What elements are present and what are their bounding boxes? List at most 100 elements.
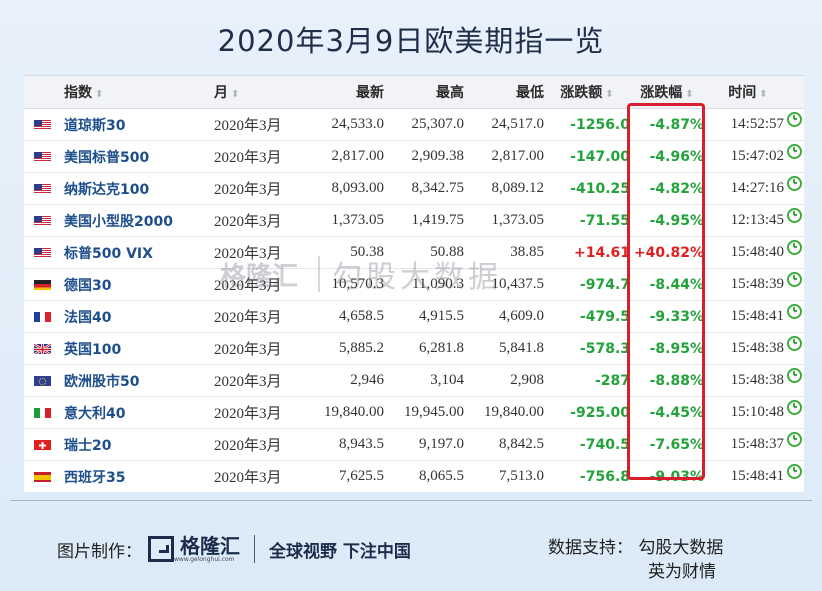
table-row[interactable]: 道琼斯30 2020年3月 24,533.0 25,307.0 24,517.0 -125… (24, 109, 804, 141)
last-cell: 8,093.00 (331, 180, 385, 196)
table-row[interactable]: 标普500 VIX 2020年3月 50.38 50.88 38.85 +14.61 +40… (24, 237, 804, 269)
low-cell: 19,840.00 (484, 404, 544, 420)
change-cell: -925.00 (570, 404, 630, 421)
high-cell: 9,197.0 (419, 436, 464, 452)
change-cell: -740.5 (579, 436, 630, 453)
pct-cell: -4.95% (649, 212, 704, 229)
clock-icon[interactable] (786, 336, 802, 351)
header-last[interactable]: 最新 (356, 85, 384, 101)
month-cell: 2020年3月 (214, 118, 282, 134)
change-cell: -147.00 (570, 148, 630, 165)
flag-eu-icon (34, 375, 51, 386)
month-cell: 2020年3月 (214, 310, 282, 326)
clock-icon[interactable] (786, 112, 802, 127)
index-name-link[interactable]: 意大利40 (64, 405, 126, 422)
month-cell: 2020年3月 (214, 342, 282, 358)
month-cell: 2020年3月 (214, 438, 282, 454)
index-name-link[interactable]: 道琼斯30 (64, 117, 126, 134)
header-high[interactable]: 最高 (436, 85, 464, 101)
clock-icon[interactable] (786, 432, 802, 447)
header-pct[interactable]: 涨跌幅 ⬍ (640, 85, 694, 101)
pct-cell: +40.82% (633, 244, 704, 261)
flag-ch-icon (34, 439, 51, 450)
table-row[interactable]: 美国小型股2000 2020年3月 1,373.05 1,419.75 1,373.05… (24, 205, 804, 237)
pct-cell: -8.95% (649, 340, 704, 357)
futures-table: 指数 ⬍ 月 ⬍ 最新 最高 最低 涨跌额 ⬍ 涨跌幅 ⬍ 时间 ⬍ 道琼斯30 2020年… (24, 75, 804, 493)
low-cell: 10,437.5 (491, 276, 545, 292)
last-cell: 2,946 (350, 372, 384, 388)
last-cell: 1,373.05 (331, 212, 385, 228)
month-cell: 2020年3月 (214, 246, 282, 262)
high-cell: 3,104 (430, 372, 464, 388)
page-title: 2020年3月9日欧美期指一览 (217, 24, 605, 58)
time-cell: 15:48:41 (730, 308, 784, 324)
index-name-link[interactable]: 欧洲股市50 (64, 373, 140, 390)
month-cell: 2020年3月 (214, 470, 282, 486)
clock-icon[interactable] (786, 208, 802, 223)
last-cell: 10,570.3 (331, 276, 385, 292)
table-row[interactable]: 德国30 2020年3月 10,570.3 11,090.3 10,437.5 -974.… (24, 269, 804, 301)
header-change[interactable]: 涨跌额 ⬍ (560, 85, 614, 101)
high-cell: 4,915.5 (419, 308, 464, 324)
month-cell: 2020年3月 (214, 406, 282, 422)
data-source-1: 勾股大数据 (638, 538, 724, 558)
last-cell: 24,533.0 (331, 116, 385, 132)
low-cell: 5,841.8 (499, 340, 544, 356)
flag-us-icon (34, 247, 51, 258)
low-cell: 8,089.12 (491, 180, 545, 196)
index-name-link[interactable]: 瑞士20 (64, 437, 112, 454)
sort-icon[interactable]: ⬍ (605, 89, 614, 100)
high-cell: 8,342.75 (411, 180, 465, 196)
slogan: 全球视野 下注中国 (269, 541, 411, 562)
clock-icon[interactable] (786, 304, 802, 319)
header-month[interactable]: 月 ⬍ (214, 85, 240, 101)
low-cell: 7,513.0 (499, 468, 544, 484)
index-name-link[interactable]: 美国标普500 (64, 149, 150, 166)
flag-uk-icon (34, 343, 51, 354)
pct-cell: -4.96% (649, 148, 704, 165)
clock-icon[interactable] (786, 240, 802, 255)
sort-icon[interactable]: ⬍ (685, 89, 694, 100)
index-name-link[interactable]: 英国100 (64, 341, 122, 358)
pct-cell: -9.03% (649, 468, 704, 485)
table-row[interactable]: 英国100 2020年3月 5,885.2 6,281.8 5,841.8 -578.3 -… (24, 333, 804, 365)
last-cell: 4,658.5 (339, 308, 384, 324)
sort-icon[interactable]: ⬍ (759, 89, 768, 100)
index-name-link[interactable]: 标普500 VIX (64, 245, 153, 262)
index-name-link[interactable]: 法国40 (64, 309, 112, 326)
high-cell: 19,945.00 (404, 404, 464, 420)
clock-icon[interactable] (786, 464, 802, 479)
flag-us-icon (34, 215, 51, 226)
header-low[interactable]: 最低 (516, 85, 544, 101)
clock-icon[interactable] (786, 144, 802, 159)
index-name-link[interactable]: 德国30 (64, 277, 112, 294)
time-cell: 15:48:38 (730, 372, 784, 388)
clock-icon[interactable] (786, 400, 802, 415)
pct-cell: -8.88% (649, 372, 704, 389)
table-row[interactable]: 西班牙35 2020年3月 7,625.5 8,065.5 7,513.0 -756.8 -… (24, 461, 804, 493)
sort-icon[interactable]: ⬍ (95, 89, 104, 100)
logo-url: www.gelonghui.com (174, 555, 235, 563)
pct-cell: -4.45% (649, 404, 704, 421)
change-cell: -479.5 (579, 308, 630, 325)
table-row[interactable]: 美国标普500 2020年3月 2,817.00 2,909.38 2,817.00 -1… (24, 141, 804, 173)
table-row[interactable]: 意大利40 2020年3月 19,840.00 19,945.00 19,840.00 -… (24, 397, 804, 429)
clock-icon[interactable] (786, 272, 802, 287)
sort-icon[interactable]: ⬍ (231, 89, 240, 100)
table-row[interactable]: 欧洲股市50 2020年3月 2,946 3,104 2,908 -287 -8.88% 15… (24, 365, 804, 397)
table-row[interactable]: 法国40 2020年3月 4,658.5 4,915.5 4,609.0 -479.5 -9… (24, 301, 804, 333)
index-name-link[interactable]: 美国小型股2000 (64, 213, 173, 230)
index-name-link[interactable]: 纳斯达克100 (64, 181, 150, 198)
clock-icon[interactable] (786, 176, 802, 191)
month-cell: 2020年3月 (214, 278, 282, 294)
flag-us-icon (34, 183, 51, 194)
header-name[interactable]: 指数 ⬍ (64, 85, 104, 101)
clock-icon[interactable] (786, 368, 802, 383)
header-time[interactable]: 时间 ⬍ (728, 85, 768, 101)
flag-fr-icon (34, 311, 51, 322)
index-name-link[interactable]: 西班牙35 (64, 469, 126, 486)
table-row[interactable]: 瑞士20 2020年3月 8,943.5 9,197.0 8,842.5 -740.5 -7… (24, 429, 804, 461)
high-cell: 8,065.5 (419, 468, 464, 484)
table-row[interactable]: 纳斯达克100 2020年3月 8,093.00 8,342.75 8,089.12 -4… (24, 173, 804, 205)
high-cell: 6,281.8 (419, 340, 464, 356)
